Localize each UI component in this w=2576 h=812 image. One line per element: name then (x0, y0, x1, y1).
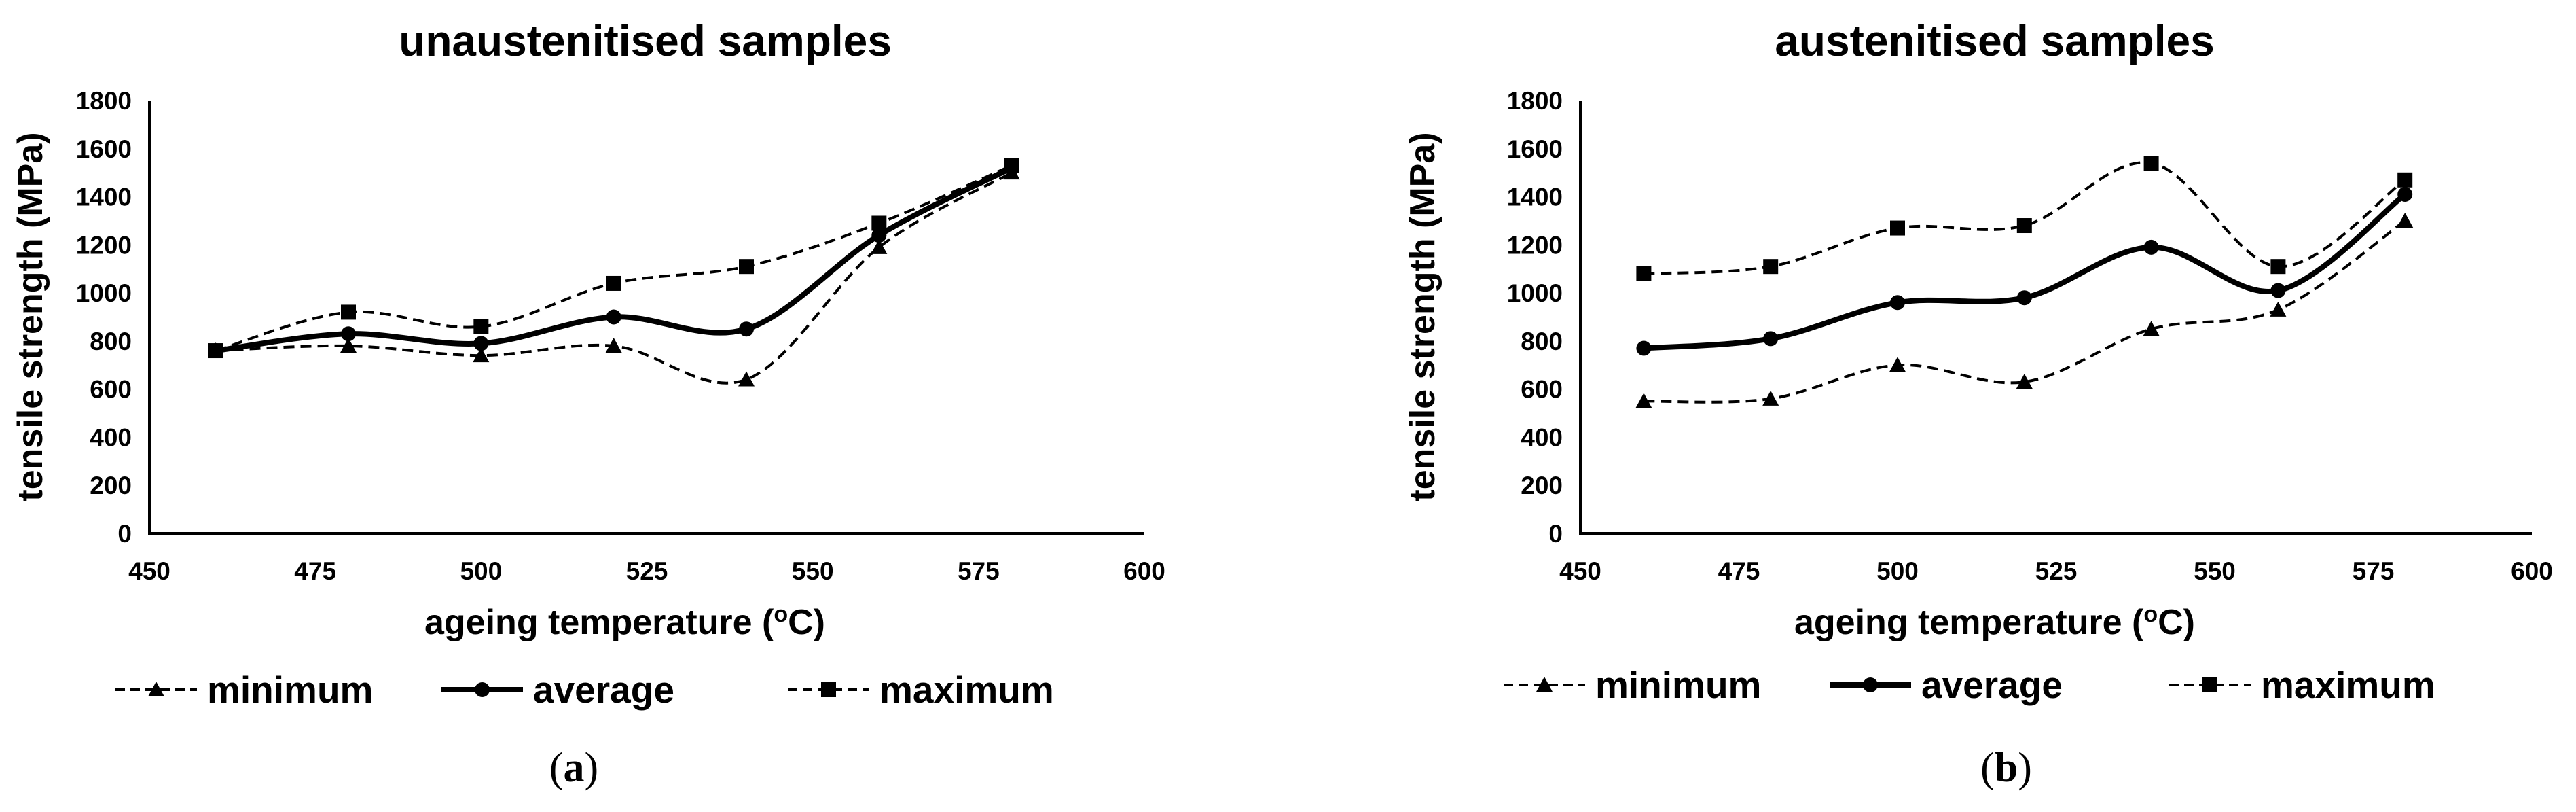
x-tick-label: 475 (294, 557, 336, 585)
y-tick-label: 1200 (1507, 231, 1563, 259)
data-point-average (2270, 283, 2286, 298)
x-tick-label: 575 (958, 557, 1000, 585)
x-tick-label: 575 (2353, 557, 2395, 585)
chart-title: austenitised samples (1775, 16, 2214, 65)
y-axis-label: tensile strength (MPa) (11, 132, 50, 501)
data-point-minimum (605, 337, 622, 353)
panel-label: (b) (1980, 745, 2032, 791)
data-point-maximum (2270, 259, 2286, 275)
x-tick-label: 600 (2511, 557, 2553, 585)
y-tick-label: 0 (117, 520, 132, 548)
data-point-maximum (739, 259, 754, 275)
chart-title: unaustenitised samples (399, 16, 892, 65)
panel-label: (a) (549, 745, 598, 791)
legend-marker-circle (475, 682, 490, 697)
y-tick-label: 1600 (76, 135, 132, 163)
data-point-minimum (871, 239, 888, 254)
data-point-maximum (2143, 156, 2159, 171)
data-point-average (341, 326, 356, 342)
legend-label: average (1921, 664, 2063, 706)
legend-marker-triangle (1536, 677, 1553, 692)
data-point-minimum (1635, 393, 1652, 408)
legend-marker-triangle (148, 682, 164, 696)
y-tick-label: 200 (1521, 472, 1563, 499)
data-point-minimum (2016, 374, 2033, 389)
legend-marker-square (821, 682, 836, 697)
data-point-maximum (1636, 266, 1652, 281)
chart-panel-b: austenitised samples tensile strength (MP… (1381, 0, 2576, 812)
data-point-minimum (738, 371, 755, 387)
legend-label: maximum (879, 669, 1054, 711)
data-point-average (871, 228, 887, 243)
data-point-maximum (1890, 220, 1905, 236)
chart-panel-a: unaustenitised samples tensile strength (… (11, 16, 1165, 791)
x-tick-label: 500 (1876, 557, 1919, 585)
data-point-maximum (2397, 172, 2413, 188)
y-tick-label: 1200 (76, 231, 132, 259)
y-tick-label: 800 (90, 328, 132, 355)
chart-svg-a: unaustenitised samples tensile strength (… (11, 16, 1165, 791)
y-tick-label: 600 (90, 376, 132, 404)
data-point-average (473, 336, 489, 351)
y-tick-label: 1800 (1507, 87, 1563, 115)
y-tick-label: 400 (1521, 423, 1563, 451)
data-point-maximum (208, 343, 223, 359)
data-point-minimum (2143, 321, 2160, 336)
x-tick-label: 475 (1718, 557, 1760, 585)
x-tick-label: 600 (1123, 557, 1165, 585)
data-point-minimum (2270, 301, 2287, 317)
y-tick-label: 800 (1521, 328, 1563, 355)
x-tick-label: 525 (626, 557, 668, 585)
series-line-average (1644, 192, 2407, 351)
x-tick-label: 450 (128, 557, 170, 585)
series-line-maximum (1644, 161, 2406, 275)
data-point-average (1636, 340, 1652, 356)
data-point-minimum (340, 337, 357, 353)
x-axis-label: ageing temperature (oC) (1794, 601, 2195, 642)
legend-marker-circle (1863, 677, 1878, 692)
y-tick-label: 1000 (1507, 279, 1563, 307)
data-point-average (606, 309, 621, 325)
y-tick-label: 0 (1548, 520, 1563, 548)
data-point-minimum (1762, 390, 1779, 406)
x-tick-label: 550 (792, 557, 834, 585)
data-point-maximum (473, 319, 489, 334)
data-point-minimum (2397, 212, 2414, 228)
data-point-maximum (1004, 158, 1019, 173)
y-tick-label: 1600 (1507, 135, 1563, 163)
y-tick-label: 600 (1521, 376, 1563, 404)
data-point-maximum (341, 304, 356, 320)
x-tick-label: 500 (460, 557, 502, 585)
data-point-average (2016, 290, 2032, 306)
data-point-maximum (2016, 218, 2032, 234)
legend-label: minimum (1595, 664, 1761, 706)
legend-label: maximum (2261, 664, 2435, 706)
x-tick-label: 450 (1559, 557, 1601, 585)
y-tick-label: 1000 (76, 279, 132, 307)
chart-svg-b: austenitised samples tensile strength (MP… (1403, 16, 2553, 791)
y-tick-label: 400 (90, 423, 132, 451)
y-tick-label: 1800 (76, 87, 132, 115)
data-point-minimum (473, 347, 490, 363)
legend-label: average (533, 669, 674, 711)
legend-label: minimum (207, 669, 373, 711)
data-point-average (2143, 239, 2159, 255)
data-point-average (1890, 295, 1905, 311)
y-tick-label: 1400 (76, 183, 132, 211)
x-axis-label: ageing temperature (oC) (424, 601, 825, 642)
data-point-maximum (1763, 259, 1779, 275)
y-tick-label: 1400 (1507, 183, 1563, 211)
data-point-maximum (871, 215, 887, 231)
legend-marker-square (2202, 677, 2217, 692)
data-point-maximum (606, 275, 621, 291)
x-tick-label: 550 (2194, 557, 2236, 585)
x-tick-label: 525 (2035, 557, 2078, 585)
y-tick-label: 200 (90, 472, 132, 499)
data-point-average (1763, 331, 1779, 347)
y-axis-label: tensile strength (MPa) (1403, 132, 1443, 501)
data-point-average (739, 321, 754, 337)
data-point-average (2397, 187, 2413, 202)
data-point-minimum (1889, 357, 1906, 372)
